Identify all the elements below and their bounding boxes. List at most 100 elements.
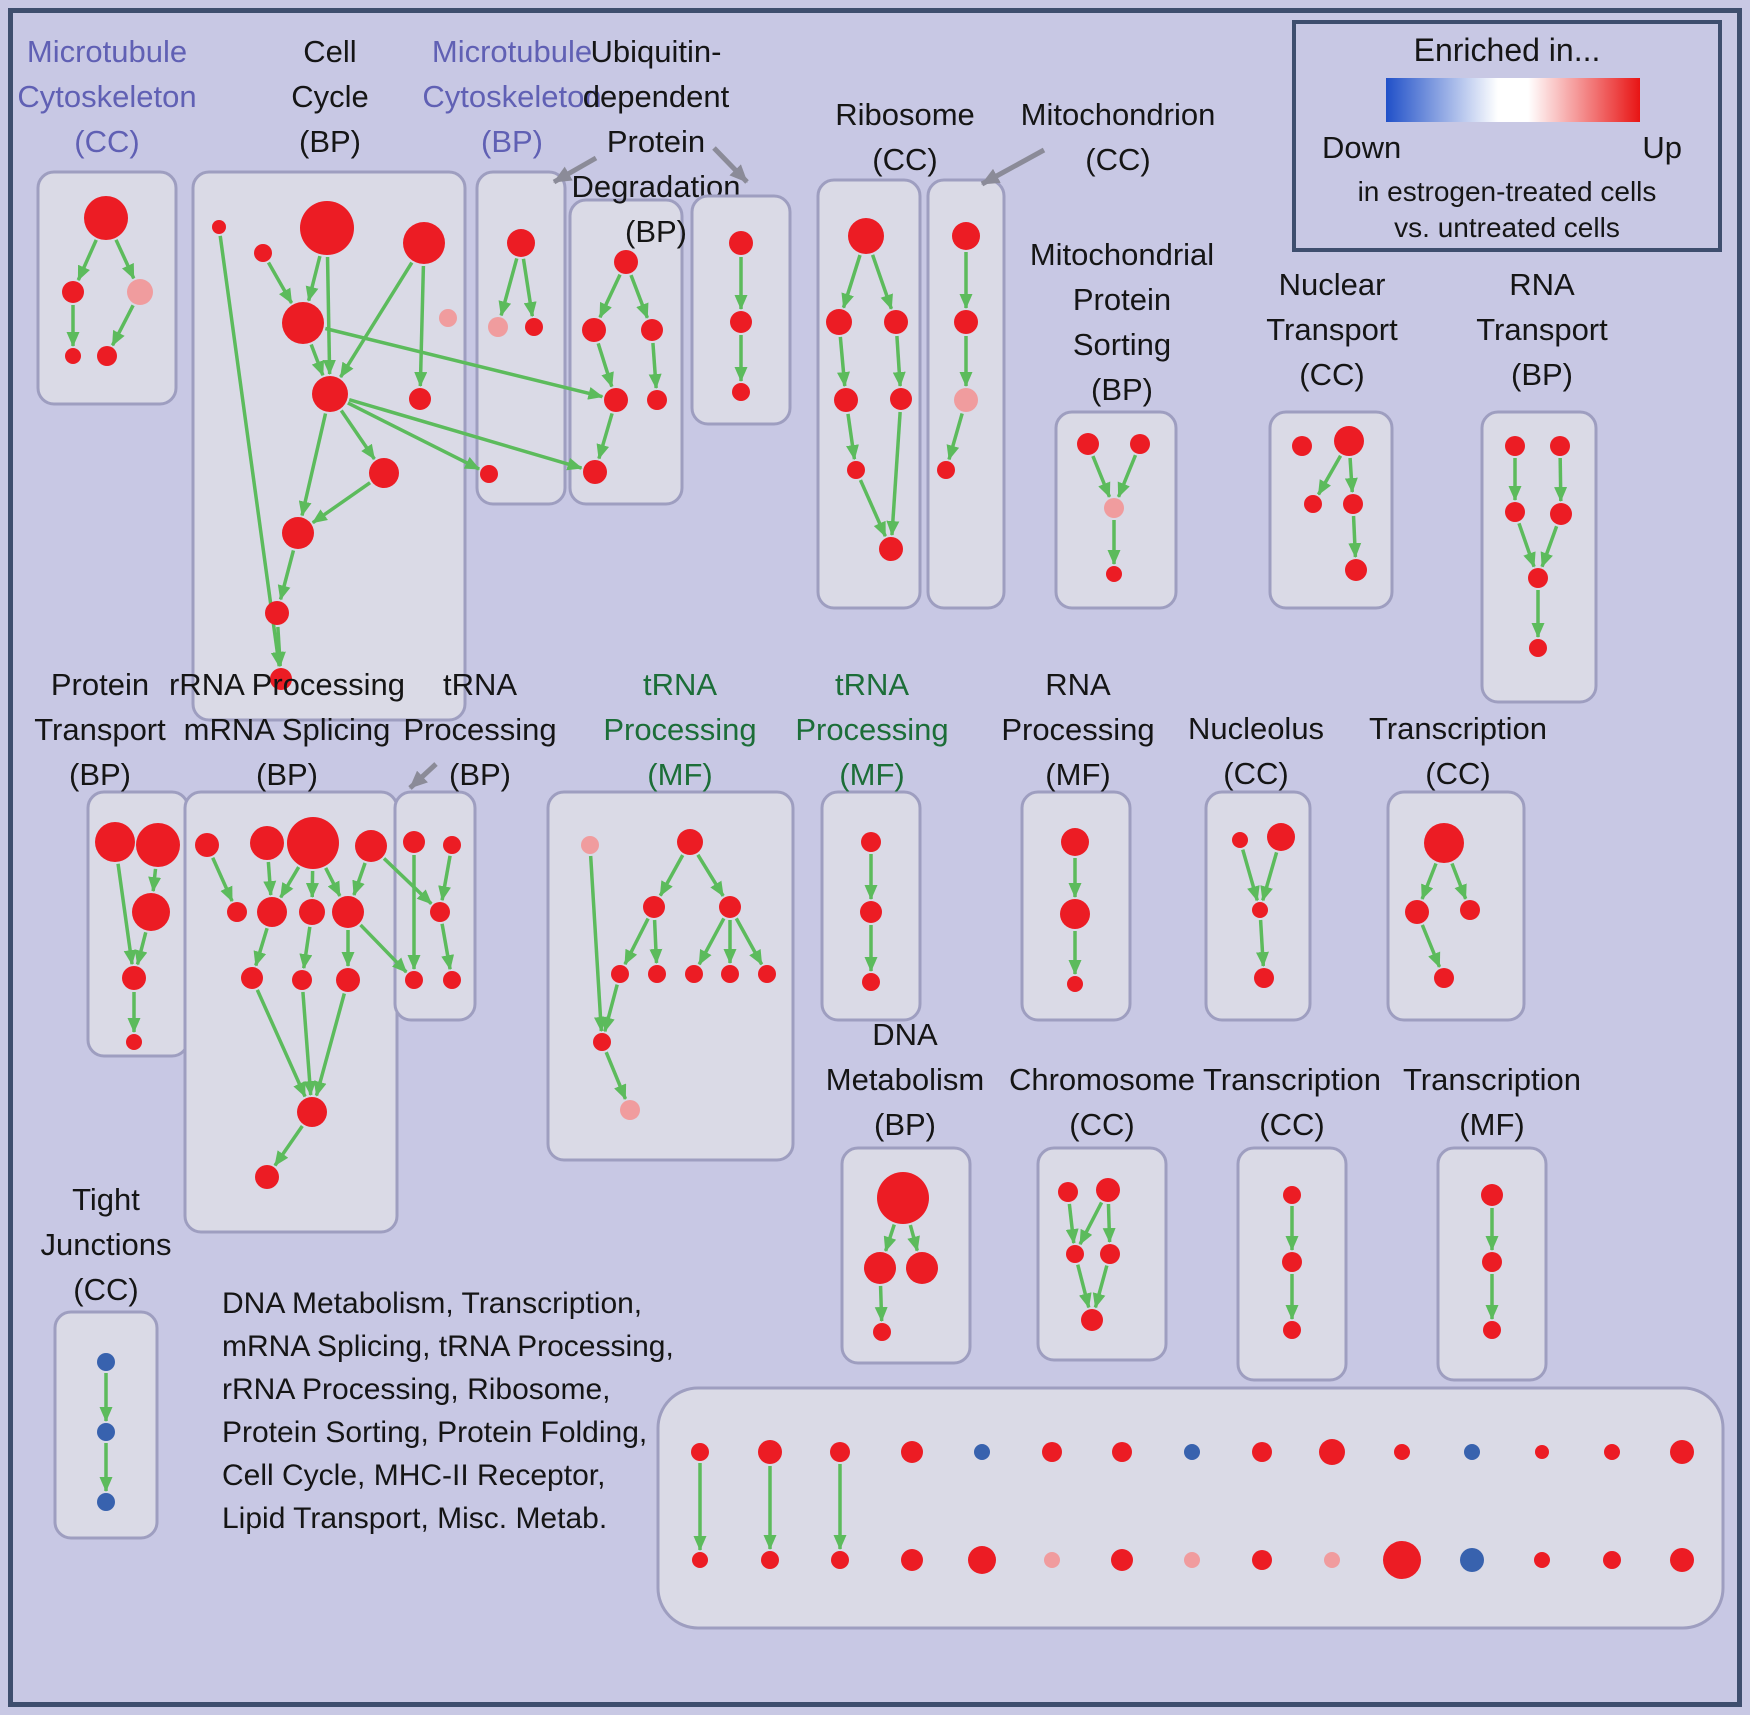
cluster-label-dna-metabolism-bp: DNA Metabolism (BP) [826, 1017, 985, 1142]
go-term-node [1550, 436, 1570, 456]
go-term-node [1319, 1439, 1345, 1465]
go-term-node [250, 826, 284, 860]
edge-arrow [1078, 1201, 1104, 1246]
edge-arrow [273, 1124, 304, 1167]
misc-line: Protein Sorting, Protein Folding, [222, 1416, 648, 1449]
go-term-node [611, 965, 629, 983]
cluster-microtubule-cytoskeleton-cc: Microtubule Cytoskeleton (CC) [17, 34, 197, 406]
cluster-nucleolus-cc: Nucleolus (CC) [1188, 711, 1324, 1022]
cluster-label-ubiquitin-dependent-protein-degradation-bp-left: Ubiquitin-dependent Protein Degradation (BP… [572, 34, 741, 249]
go-term-node [685, 965, 703, 983]
go-term-node [62, 281, 84, 303]
go-term-node [405, 971, 423, 989]
edge-arrow [892, 335, 906, 388]
go-term-node [299, 899, 325, 925]
edge-arrow [1116, 454, 1138, 498]
edge-arrow [279, 866, 301, 899]
edge-arrow [837, 336, 850, 388]
edge-arrow [1260, 851, 1279, 902]
cluster-trna-processing-mf-small: tRNA Processing (MF) [795, 667, 949, 1022]
go-term-node [643, 896, 665, 918]
go-term-node [937, 461, 955, 479]
cluster-ubiquitin-dependent-protein-degradation-bp-left: Ubiquitin-dependent Protein Degradation (BP… [568, 34, 741, 506]
go-term-node [730, 311, 752, 333]
go-term-node [620, 1100, 640, 1120]
go-term-node [97, 1423, 115, 1441]
edge-arrow [907, 1224, 920, 1252]
edge-arrow [696, 853, 725, 897]
edge-arrow [414, 265, 428, 388]
edge-arrow [148, 868, 162, 893]
edge-arrow [440, 923, 455, 971]
edge-arrow [1540, 525, 1559, 568]
go-term-node [297, 1097, 327, 1127]
label-pointer-arrow [980, 147, 1046, 187]
cluster-ubiquitin-dependent-protein-degradation-bp-right [690, 194, 792, 426]
edge-arrow [313, 993, 347, 1097]
go-term-node [1106, 566, 1122, 582]
cluster-box-ubiquitin-dependent-protein-degradation-bp-left [568, 198, 684, 506]
edge-arrow [352, 862, 367, 896]
go-term-node [403, 222, 445, 264]
go-term-node [890, 388, 912, 410]
edge-arrow [272, 626, 286, 668]
go-term-node [901, 1549, 923, 1571]
go-term-node [847, 461, 865, 479]
label-pointer-arrow [712, 146, 749, 184]
edge-arrow [298, 413, 328, 517]
go-term-node [255, 1165, 279, 1189]
go-term-node [65, 348, 81, 364]
edge-arrow [277, 549, 296, 601]
go-term-node [1058, 1182, 1078, 1202]
edge-arrow [255, 989, 307, 1098]
go-term-node [97, 1493, 115, 1511]
go-term-node [270, 668, 292, 690]
go-term-node [1464, 1444, 1480, 1460]
edge-arrow [598, 273, 622, 319]
cluster-box-rna-transport-bp [1480, 410, 1598, 704]
go-term-node [507, 229, 535, 257]
go-term-node [834, 388, 858, 412]
cluster-microtubule-cytoskeleton-bp: Microtubule Cytoskeleton (BP) [422, 34, 602, 506]
cluster-label-nucleolus-cc: Nucleolus (CC) [1188, 711, 1324, 791]
go-term-node [369, 458, 399, 488]
go-term-node [758, 1440, 782, 1464]
edge-arrow [309, 343, 325, 377]
legend-down-label: Down [1322, 130, 1402, 165]
cluster-label-nuclear-transport-cc: Nuclear Transport (CC) [1266, 267, 1398, 392]
go-term-node [1505, 502, 1525, 522]
cluster-label-rrna-processing-mrna-splicing-bp: rRNA Processing mRNA Splicing (BP) [169, 667, 405, 792]
edge-arrow [324, 326, 604, 400]
go-term-node [132, 893, 170, 931]
edge-arrow [1554, 457, 1568, 503]
go-term-node [1042, 1442, 1062, 1462]
misc-line: Lipid Transport, Misc. Metab. [222, 1502, 608, 1535]
edge-arrow [629, 274, 649, 319]
edge-arrow [438, 855, 452, 902]
edge-arrow [883, 1224, 897, 1252]
go-term-node [954, 388, 978, 412]
go-term-node [480, 465, 498, 483]
edge-arrow [858, 479, 887, 538]
go-term-node [430, 902, 450, 922]
edge-arrow [602, 984, 619, 1033]
go-term-node [1232, 832, 1248, 848]
edge-arrow [301, 991, 317, 1097]
go-term-node [1254, 968, 1274, 988]
go-term-node [488, 317, 508, 337]
cluster-box-dna-metabolism-bp [840, 1146, 972, 1365]
go-term-node [409, 388, 431, 410]
go-term-node [312, 376, 348, 412]
go-term-node [758, 965, 776, 983]
edge-arrow [623, 917, 650, 966]
cluster-transcription-cc-bottom: Transcription (CC) [1203, 1062, 1381, 1382]
go-term-node [831, 1551, 849, 1569]
edge-arrow [110, 304, 135, 347]
edge-arrow [588, 855, 607, 1033]
go-term-node [1534, 1552, 1550, 1568]
go-term-node [1130, 434, 1150, 454]
edge-arrow [596, 342, 614, 388]
edge-arrow [697, 917, 726, 966]
cluster-label-chromosome-cc: Chromosome (CC) [1009, 1062, 1195, 1142]
cluster-ribosome-cc: Ribosome (CC) [816, 97, 975, 610]
